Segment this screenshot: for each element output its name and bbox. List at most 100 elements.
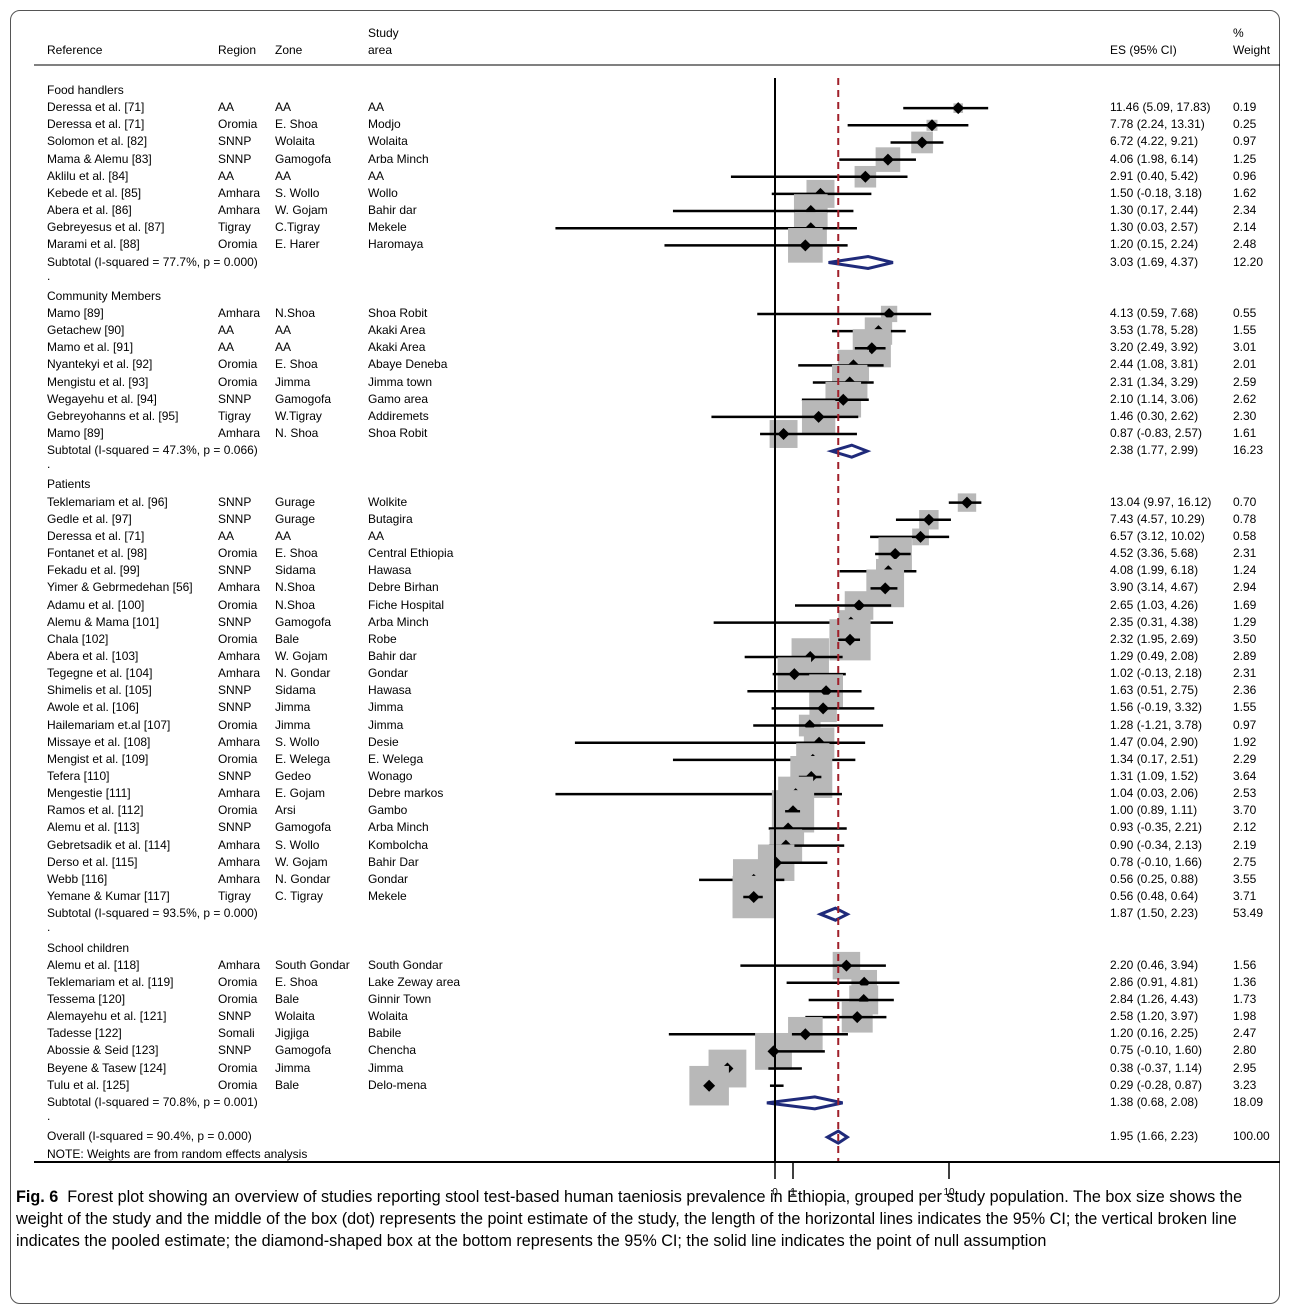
study-reference: Yimer & Gebrmedehan [56] [47, 580, 193, 595]
study-area: Jimma [368, 700, 404, 715]
study-zone: Bale [275, 991, 300, 1006]
study-zone: Wolaita [275, 1009, 315, 1024]
study-effect-size: 0.56 (0.25, 0.88) [1110, 871, 1199, 886]
study-effect-size: 1.29 (0.49, 2.08) [1110, 648, 1199, 663]
subtotal-effect-size: 1.38 (0.68, 2.08) [1110, 1094, 1199, 1109]
study-region: SNNP [218, 511, 252, 526]
study-zone: C. Tigray [275, 889, 324, 904]
study-area: Fiche Hospital [368, 597, 445, 612]
study-effect-size: 0.56 (0.48, 0.64) [1110, 889, 1199, 904]
point-estimate [799, 1028, 812, 1041]
study-weight: 1.25 [1233, 151, 1257, 166]
point-estimate [914, 530, 927, 543]
subtotal-effect-size: 3.03 (1.69, 4.37) [1110, 254, 1199, 269]
study-area: AA [368, 168, 385, 183]
subtotal-weight: 12.20 [1233, 254, 1264, 269]
study-zone: E. Shoa [275, 357, 318, 372]
study-effect-size: 6.72 (4.22, 9.21) [1110, 134, 1199, 149]
study-region: Amhara [218, 666, 261, 681]
study-effect-size: 4.13 (0.59, 7.68) [1110, 305, 1199, 320]
study-region: Amhara [218, 426, 261, 440]
group-spacer: . [47, 457, 51, 472]
group-spacer: . [47, 1109, 51, 1123]
subtotal-label: Subtotal (I-squared = 77.7%, p = 0.000) [47, 254, 258, 269]
study-effect-size: 1.47 (0.04, 2.90) [1110, 734, 1199, 749]
study-effect-size: 2.20 (0.46, 3.94) [1110, 957, 1199, 972]
study-region: SNNP [218, 769, 252, 783]
study-zone: W. Gojam [275, 854, 328, 869]
study-weight: 3.23 [1233, 1077, 1257, 1092]
study-area: Wonago [368, 769, 413, 783]
point-estimate [889, 548, 902, 561]
point-estimate [925, 119, 938, 132]
study-reference: Abossie & Seid [123] [47, 1043, 159, 1058]
study-reference: Mama & Alemu [83] [47, 151, 152, 166]
study-region: Oromia [218, 374, 258, 389]
study-weight: 1.73 [1233, 991, 1257, 1006]
study-zone: E. Gojam [275, 786, 326, 801]
study-reference: Mamo [89] [47, 305, 104, 320]
point-estimate [840, 959, 853, 972]
study-zone: Jigjiga [275, 1026, 310, 1041]
study-area: Addiremets [368, 408, 429, 423]
study-reference: Abera et al. [103] [47, 648, 139, 663]
study-reference: Getachew [90] [47, 323, 125, 338]
study-reference: Teklemariam et al. [96] [47, 494, 168, 509]
study-zone: Gamogofa [275, 391, 332, 406]
study-weight: 1.36 [1233, 974, 1257, 989]
subtotal-weight: 18.09 [1233, 1094, 1264, 1109]
study-area: Central Ethiopia [368, 546, 454, 561]
point-estimate [952, 102, 965, 115]
study-zone: S. Wollo [275, 734, 320, 749]
study-reference: Nyantekyi et al. [92] [47, 357, 153, 372]
study-weight: 1.56 [1233, 957, 1257, 972]
study-zone: Bale [275, 1077, 300, 1092]
study-area: Desie [368, 734, 399, 749]
study-region: Amhara [218, 185, 261, 200]
study-region: Oromia [218, 1060, 258, 1075]
point-estimate [922, 513, 935, 526]
study-reference: Deressa et al. [71] [47, 117, 145, 132]
study-weight: 2.30 [1233, 408, 1257, 423]
study-region: Amhara [218, 203, 261, 218]
study-reference: Marami et al. [88] [47, 237, 140, 252]
study-area: Modjo [368, 117, 401, 132]
study-region: Oromia [218, 117, 258, 132]
study-region: Amhara [218, 786, 261, 801]
study-effect-size: 1.02 (-0.13, 2.18) [1110, 666, 1203, 681]
study-reference: Tulu et al. [125] [47, 1077, 130, 1092]
study-region: Oromia [218, 1077, 258, 1092]
study-region: SNNP [218, 1009, 252, 1024]
study-zone: Gamogofa [275, 614, 332, 629]
study-region: Amhara [218, 305, 261, 320]
study-region: AA [218, 323, 235, 338]
study-region: SNNP [218, 614, 252, 629]
study-zone: Bale [275, 631, 300, 646]
header-es: ES (95% CI) [1110, 43, 1177, 57]
study-effect-size: 2.65 (1.03, 4.26) [1110, 597, 1199, 612]
study-weight: 2.29 [1233, 751, 1257, 766]
subtotal-weight: 53.49 [1233, 906, 1264, 921]
study-area: Jimma [368, 717, 404, 732]
study-region: Amhara [218, 957, 261, 972]
study-weight: 2.59 [1233, 374, 1257, 389]
study-zone: E. Shoa [275, 974, 318, 989]
study-zone: Gurage [275, 511, 316, 526]
study-zone: Gedeo [275, 769, 312, 783]
study-area: Gondar [368, 871, 409, 886]
study-weight: 1.24 [1233, 563, 1257, 578]
study-zone: Gamogofa [275, 1043, 332, 1058]
study-reference: Gebreyesus et al. [87] [47, 220, 165, 235]
study-effect-size: 0.93 (-0.35, 2.21) [1110, 820, 1203, 835]
x-axis-tick-label: 0 [772, 1187, 778, 1198]
study-effect-size: 3.90 (3.14, 4.67) [1110, 580, 1199, 595]
study-effect-size: 2.10 (1.14, 3.06) [1110, 391, 1199, 406]
study-reference: Mamo et al. [91] [47, 340, 134, 355]
study-zone: Gamogofa [275, 151, 332, 166]
overall-effect-size: 1.95 (1.66, 2.23) [1110, 1129, 1199, 1144]
study-effect-size: 1.20 (0.16, 2.25) [1110, 1026, 1199, 1041]
study-weight: 0.96 [1233, 168, 1257, 183]
study-reference: Missaye et al. [108] [47, 734, 151, 749]
subtotal-effect-size: 1.87 (1.50, 2.23) [1110, 906, 1199, 921]
study-region: Oromia [218, 991, 258, 1006]
